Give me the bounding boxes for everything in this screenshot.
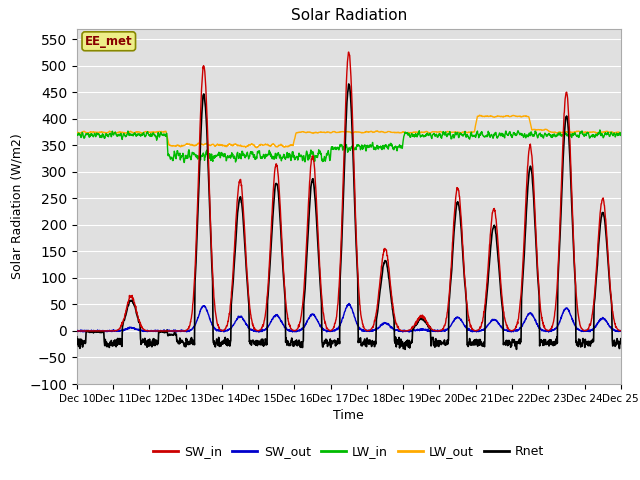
LW_in: [584, 131, 592, 136]
LW_in: [617, 131, 625, 137]
LW_out: [508, 114, 515, 120]
SW_out: [225, 327, 232, 333]
LW_in: [596, 127, 604, 133]
SW_out: [377, 323, 385, 329]
Line: SW_in: SW_in: [77, 52, 621, 331]
Rnet: [225, 339, 232, 345]
X-axis label: Time: Time: [333, 409, 364, 422]
LW_in: [376, 144, 384, 150]
Rnet: [617, 336, 625, 342]
LW_out: [73, 130, 81, 135]
SW_out: [73, 329, 81, 335]
LW_in: [365, 144, 372, 150]
SW_out: [570, 319, 577, 324]
SW_out: [508, 328, 515, 334]
SW_in: [225, 316, 232, 322]
SW_in: [507, 328, 515, 334]
SW_out: [346, 300, 353, 306]
LW_out: [584, 130, 592, 135]
LW_in: [180, 160, 188, 166]
LW_in: [73, 132, 81, 137]
LW_out: [617, 130, 625, 135]
Rnet: [570, 237, 577, 243]
Rnet: [345, 81, 353, 87]
SW_in: [569, 223, 577, 228]
LW_out: [476, 112, 483, 118]
Rnet: [584, 343, 592, 348]
SW_out: [365, 327, 372, 333]
Line: SW_out: SW_out: [77, 303, 621, 332]
Title: Solar Radiation: Solar Radiation: [291, 9, 407, 24]
Rnet: [365, 338, 372, 344]
SW_in: [73, 328, 81, 334]
SW_in: [617, 328, 625, 334]
Rnet: [513, 347, 520, 352]
LW_out: [225, 142, 232, 147]
LW_out: [253, 145, 260, 151]
SW_in: [345, 49, 353, 55]
Text: EE_met: EE_met: [85, 35, 132, 48]
LW_in: [507, 132, 515, 137]
Rnet: [507, 343, 515, 348]
Rnet: [376, 285, 384, 291]
Rnet: [73, 334, 81, 340]
SW_in: [584, 326, 592, 332]
LW_out: [570, 130, 577, 135]
LW_out: [365, 129, 372, 135]
SW_out: [617, 328, 625, 334]
LW_out: [376, 129, 384, 135]
SW_out: [584, 328, 592, 334]
Legend: SW_in, SW_out, LW_in, LW_out, Rnet: SW_in, SW_out, LW_in, LW_out, Rnet: [148, 440, 549, 463]
LW_in: [569, 131, 577, 136]
LW_in: [225, 154, 232, 160]
Line: Rnet: Rnet: [77, 84, 621, 349]
Line: LW_out: LW_out: [77, 115, 621, 148]
Line: LW_in: LW_in: [77, 130, 621, 163]
SW_in: [376, 274, 384, 280]
SW_out: [98, 329, 106, 335]
Y-axis label: Solar Radiation (W/m2): Solar Radiation (W/m2): [10, 133, 24, 279]
SW_in: [365, 328, 372, 334]
